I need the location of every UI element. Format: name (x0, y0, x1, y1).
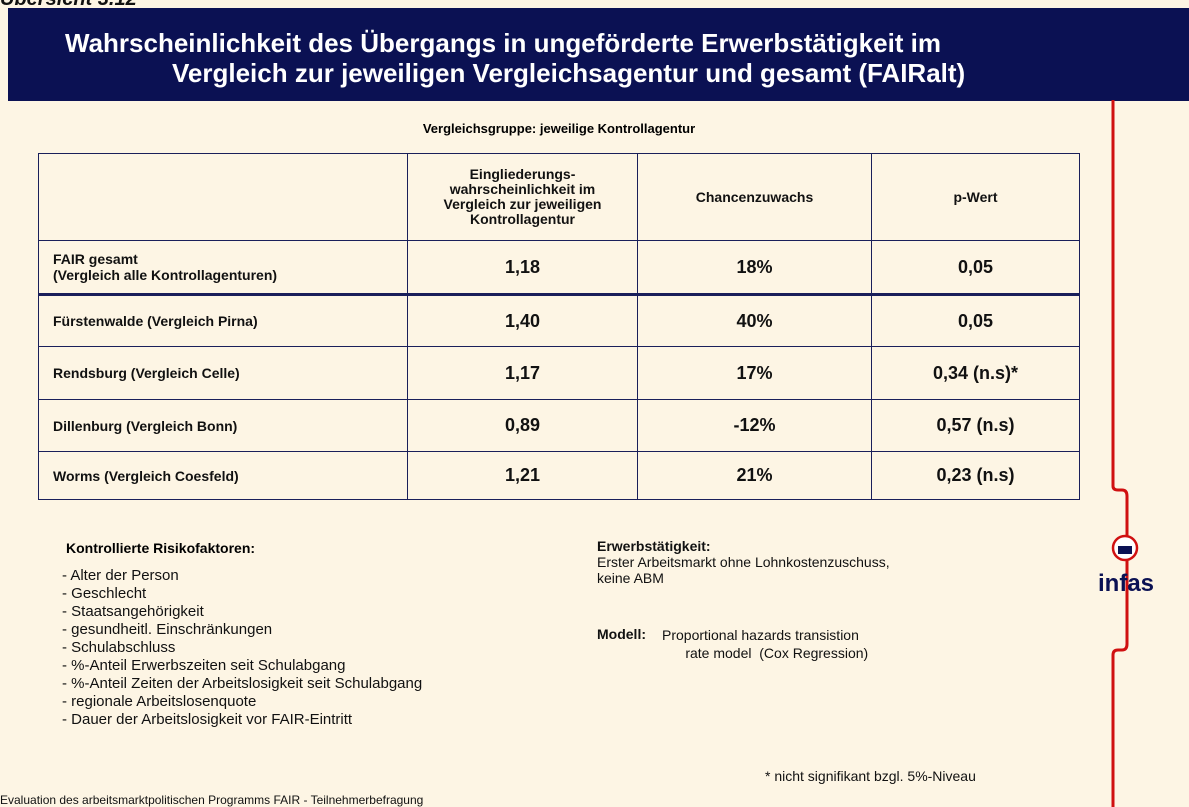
value-cell: 17% (637, 346, 872, 400)
title-line: Wahrscheinlichkeit des Übergangs in unge… (65, 28, 942, 58)
definition-text: Erster Arbeitsmarkt ohne Lohnkostenzusch… (597, 554, 890, 586)
risk-item: - Dauer der Arbeitslosigkeit vor FAIR-Ei… (62, 711, 353, 728)
logo-icon (1118, 546, 1132, 554)
value-cell: 0,05 (871, 240, 1080, 296)
risk-item: - %-Anteil Erwerbszeiten seit Schulabgan… (62, 657, 346, 674)
risk-item: - gesundheitl. Einschränkungen (62, 621, 273, 638)
value-cell: 40% (637, 294, 872, 347)
footnote: * nicht signifikant bzgl. 5%-Niveau (765, 768, 976, 784)
header-cell: Chancenzuwachs (637, 153, 872, 241)
risk-item: - Staatsangehörigkeit (62, 603, 204, 620)
header-cell: Eingliederungs- wahrscheinlichkeit im Ve… (407, 153, 638, 241)
header-row: Eingliederungs- wahrscheinlichkeit im Ve… (38, 153, 1080, 241)
footer: Evaluation des arbeitsmarktpolitischen P… (0, 793, 424, 807)
value-cell: 1,21 (407, 451, 638, 500)
risk-item: - Geschlecht (62, 585, 147, 602)
table-caption: Vergleichsgruppe: jeweilige Kontrollagen… (422, 121, 696, 136)
value-cell: 18% (637, 240, 872, 296)
row-label: Rendsburg (Vergleich Celle) (38, 346, 408, 400)
title-banner: Wahrscheinlichkeit des Übergangs in unge… (8, 8, 1189, 101)
results-table: Eingliederungs- wahrscheinlichkeit im Ve… (38, 153, 1080, 500)
value-cell: 1,17 (407, 346, 638, 400)
model-title: Modell: (597, 626, 646, 642)
risk-item: - Schulabschluss (62, 639, 176, 656)
bracket-line (1111, 100, 1129, 807)
row-label: FAIR gesamt (Vergleich alle Kontrollagen… (38, 240, 408, 296)
table-row: Dillenburg (Vergleich Bonn) 0,89 -12% 0,57 … (38, 399, 1080, 452)
definition-title: Erwerbstätigkeit: (597, 538, 711, 554)
risk-title: Kontrollierte Risikofaktoren: (66, 540, 256, 556)
model-text: Proportional hazards transistion rate mo… (662, 627, 869, 661)
table-row: FAIR gesamt (Vergleich alle Kontrollagen… (38, 240, 1080, 296)
title-line: Vergleich zur jeweiligen Vergleichsagent… (172, 58, 966, 88)
risk-list: - Alter der Person - Geschlecht - Staatsan… (62, 567, 422, 729)
row-label: Worms (Vergleich Coesfeld) (38, 451, 408, 500)
value-cell: 1,18 (407, 240, 638, 296)
risk-item: - regionale Arbeitslosenquote (62, 693, 257, 710)
logo-text: infas (1098, 570, 1155, 597)
table-row: Worms (Vergleich Coesfeld) 1,21 21% 0,23 (n… (38, 451, 1080, 500)
risk-item: - Alter der Person (62, 567, 179, 584)
value-cell: 0,57 (n.s) (871, 399, 1080, 452)
value-cell: -12% (637, 399, 872, 452)
section-label: Übersicht 3.12 (0, 0, 137, 11)
table-row: Rendsburg (Vergleich Celle) 1,17 17% 0,34 (… (38, 346, 1080, 400)
value-cell: 0,23 (n.s) (871, 451, 1080, 500)
header-cell (38, 153, 408, 241)
value-cell: 21% (637, 451, 872, 500)
risk-item: - %-Anteil Zeiten der Arbeitslosigkeit s… (62, 675, 423, 692)
row-label: Dillenburg (Vergleich Bonn) (38, 399, 408, 452)
table-row: Fürstenwalde (Vergleich Pirna) 1,40 40% 0,0… (38, 294, 1080, 347)
header-cell: p-Wert (871, 153, 1080, 241)
